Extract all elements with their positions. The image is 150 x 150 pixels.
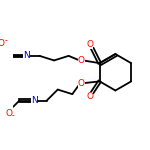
Text: -: - (4, 36, 7, 45)
Text: O: O (78, 79, 85, 88)
Text: O: O (86, 40, 93, 49)
Text: O: O (78, 56, 85, 65)
Text: O: O (5, 109, 12, 118)
Text: O: O (86, 92, 93, 101)
Text: O: O (0, 39, 5, 48)
Text: -: - (12, 111, 14, 120)
Text: N: N (23, 51, 30, 60)
Text: N: N (31, 96, 37, 105)
